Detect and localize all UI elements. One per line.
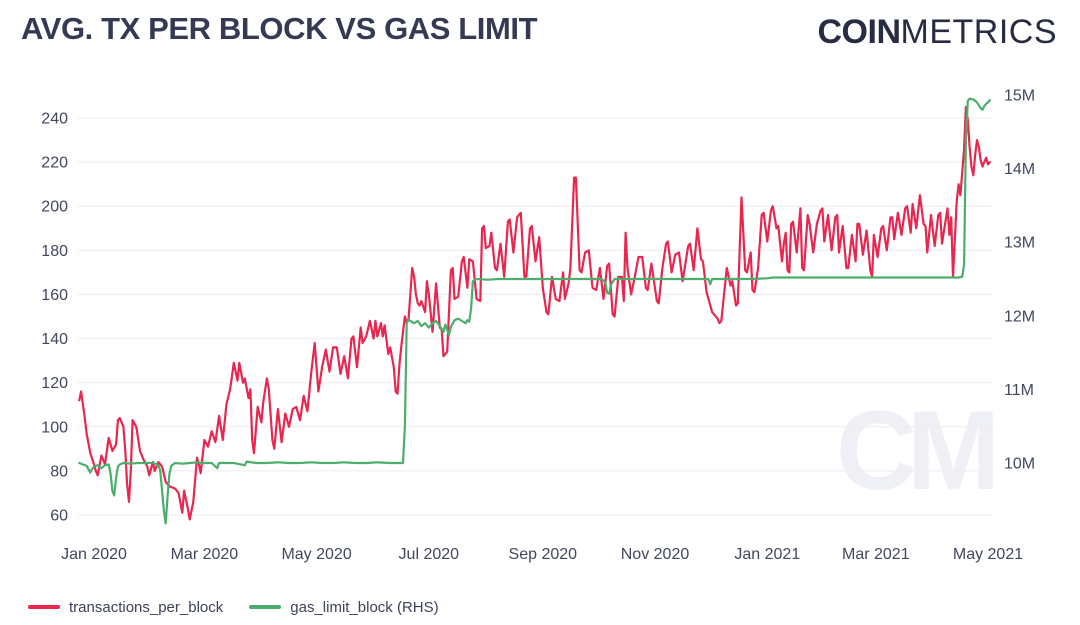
y-axis-left-tick-label: 60 (50, 508, 68, 525)
logo-metrics-text: METRICS (900, 13, 1057, 51)
chart-legend: transactions_per_block gas_limit_block (… (28, 597, 439, 617)
x-axis-tick-label: Nov 2020 (621, 546, 690, 563)
y-axis-left-tick-label: 180 (41, 243, 68, 260)
cm-watermark: CM (836, 388, 993, 513)
x-axis-tick-label: Jan 2020 (61, 546, 127, 563)
y-axis-left-tick-label: 80 (50, 463, 68, 480)
y-axis-left-tick-label: 240 (41, 111, 68, 128)
y-axis-left-tick-label: 220 (41, 155, 68, 172)
series-line-gas_limit_block-RHS- (78, 97, 991, 525)
red-line-swatch-icon (28, 605, 60, 609)
y-axis-right-tick-label: 15M (1004, 88, 1035, 105)
legend-label: transactions_per_block (69, 598, 224, 616)
series-line-transactions_per_block (78, 105, 991, 521)
x-axis-tick-label: Jan 2021 (734, 546, 800, 563)
x-axis-tick-label: Mar 2020 (171, 546, 239, 563)
logo-coin-text: COIN (817, 13, 902, 51)
chart-header: AVG. TX PER BLOCK VS GAS LIMIT COINMETRI… (0, 0, 1080, 70)
y-axis-left-tick-label: 100 (41, 419, 68, 436)
legend-item-transactions-per-block[interactable]: transactions_per_block (28, 599, 223, 616)
x-axis-tick-label: May 2021 (953, 546, 1023, 563)
y-axis-left-tick-label: 120 (41, 375, 68, 392)
x-axis-tick-label: May 2020 (281, 546, 351, 563)
y-axis-right-tick-label: 14M (1004, 161, 1035, 178)
y-axis-left-tick-label: 160 (41, 287, 68, 304)
y-axis-left-tick-label: 200 (41, 199, 68, 216)
y-axis-right-tick-label: 10M (1004, 456, 1035, 473)
x-axis-tick-label: Mar 2021 (842, 546, 910, 563)
x-axis-tick-label: Jul 2020 (399, 546, 460, 563)
green-line-swatch-icon (249, 605, 282, 609)
page-title: AVG. TX PER BLOCK VS GAS LIMIT (21, 11, 538, 46)
y-axis-right-tick-label: 12M (1004, 308, 1035, 325)
y-axis-left-tick-label: 140 (41, 331, 68, 348)
y-axis-right-tick-label: 13M (1004, 235, 1035, 252)
y-axis-right-tick-label: 11M (1004, 382, 1034, 399)
x-axis-tick-label: Sep 2020 (509, 546, 578, 563)
legend-label: gas_limit_block (RHS) (290, 598, 439, 616)
coinmetrics-logo: COINMETRICS (818, 13, 1058, 52)
legend-item-gas-limit-block[interactable]: gas_limit_block (RHS) (249, 598, 439, 616)
